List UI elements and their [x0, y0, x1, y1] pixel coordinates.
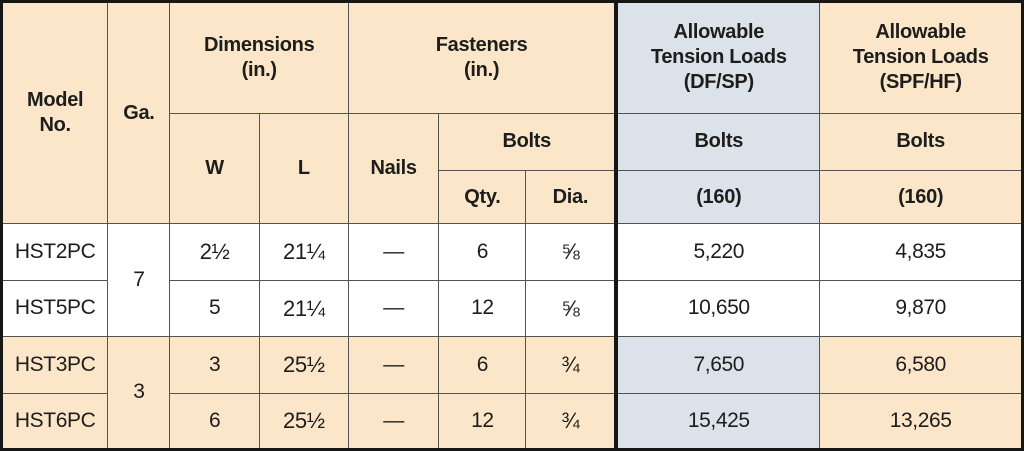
- cell-nails: —: [347, 279, 440, 338]
- header-bolts-spfhf: Bolts: [819, 112, 1023, 172]
- header-row-1: Model No. Ga. Dimensions (in.) Fasteners…: [0, 0, 1023, 225]
- table-row: HST6PC 6 25½ — 12 ¾ 15,425 13,265: [0, 392, 1023, 451]
- header-dimensions: Dimensions (in.): [169, 1, 349, 114]
- header-w: W: [169, 112, 260, 225]
- table-row: HST5PC 5 21¼ — 12 ⅝ 10,650 9,870: [0, 279, 1023, 338]
- cell-model: HST6PC: [0, 392, 109, 451]
- cell-load-dfsp: 5,220: [614, 223, 821, 281]
- cell-qty: 12: [438, 392, 527, 451]
- cell-l: 25½: [258, 392, 349, 451]
- header-model: Model No.: [0, 0, 109, 225]
- header-qty: Qty.: [438, 170, 527, 225]
- header-load-dfsp: Allowable Tension Loads (DF/SP): [614, 1, 821, 114]
- cell-qty: 6: [438, 223, 527, 281]
- cell-ga: 3: [107, 336, 171, 450]
- cell-load-dfsp: 7,650: [614, 336, 821, 394]
- table-row: HST2PC 7 2½ 21¼ — 6 ⅝ 5,220 4,835: [0, 223, 1023, 338]
- cell-nails: —: [347, 223, 440, 281]
- cell-w: 6: [169, 392, 260, 451]
- cell-nails: —: [347, 336, 440, 394]
- cell-load-dfsp: 15,425: [614, 392, 821, 451]
- cell-load-dfsp: 10,650: [614, 279, 821, 338]
- header-row-3: Qty. Dia. (160) (160): [2, 170, 1023, 225]
- header-ga: Ga.: [107, 0, 171, 225]
- cell-l: 21¼: [258, 223, 349, 281]
- cell-model: HST3PC: [0, 336, 109, 394]
- cell-qty: 6: [438, 336, 527, 394]
- cell-w: 2½: [169, 223, 260, 281]
- header-l: L: [258, 112, 349, 225]
- cell-l: 25½: [258, 336, 349, 394]
- header-row-2: W L Nails Bolts Bolts Bolts: [2, 112, 1023, 225]
- header-fasteners: Fasteners (in.): [347, 1, 617, 114]
- header-load-spfhf: Allowable Tension Loads (SPF/HF): [819, 1, 1023, 114]
- header-rate-dfsp: (160): [614, 170, 821, 225]
- cell-w: 5: [169, 279, 260, 338]
- cell-qty: 12: [438, 279, 527, 338]
- cell-load-spfhf: 6,580: [819, 336, 1023, 394]
- table-row: HST3PC 3 3 25½ — 6 ¾ 7,650 6,580: [0, 336, 1023, 450]
- cell-dia: ¾: [525, 392, 617, 451]
- cell-dia: ⅝: [525, 279, 617, 338]
- cell-l: 21¼: [258, 279, 349, 338]
- header-rate-spfhf: (160): [819, 170, 1023, 225]
- cell-load-spfhf: 9,870: [819, 279, 1023, 338]
- cell-ga: 7: [107, 223, 171, 338]
- header-nails: Nails: [347, 112, 440, 225]
- header-bolts: Bolts: [438, 112, 617, 172]
- cell-w: 3: [169, 336, 260, 394]
- cell-nails: —: [347, 392, 440, 451]
- cell-model: HST5PC: [0, 279, 109, 338]
- cell-load-spfhf: 4,835: [819, 223, 1023, 281]
- cell-load-spfhf: 13,265: [819, 392, 1023, 451]
- cell-model: HST2PC: [0, 223, 109, 281]
- header-dia: Dia.: [525, 170, 617, 225]
- cell-dia: ⅝: [525, 223, 617, 281]
- cell-dia: ¾: [525, 336, 617, 394]
- header-bolts-dfsp: Bolts: [614, 112, 821, 172]
